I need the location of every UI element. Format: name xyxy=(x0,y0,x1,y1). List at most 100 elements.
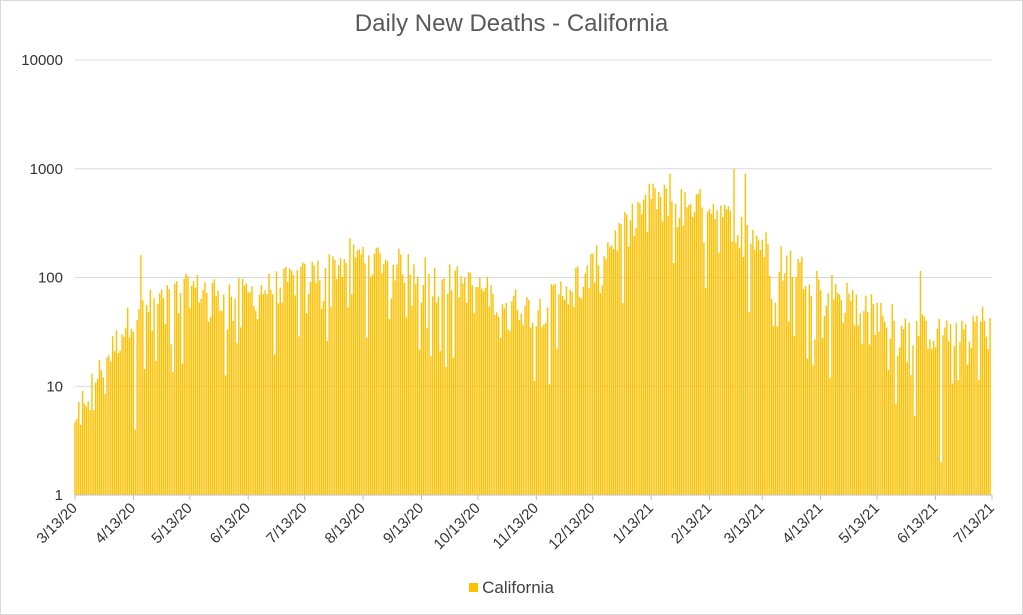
bar xyxy=(633,235,635,495)
bar xyxy=(934,347,937,495)
bar xyxy=(93,410,95,495)
bar xyxy=(627,246,630,495)
x-tick-label: 11/13/20 xyxy=(490,500,543,553)
bar xyxy=(432,296,434,495)
bar xyxy=(290,270,293,495)
bar xyxy=(505,302,507,495)
bar xyxy=(763,257,765,495)
bar xyxy=(949,324,952,495)
bar xyxy=(513,295,515,495)
bar xyxy=(529,327,532,495)
bar xyxy=(177,313,180,495)
legend: California xyxy=(0,578,1023,598)
bar xyxy=(471,285,473,495)
bar xyxy=(953,346,956,495)
bar xyxy=(226,329,229,495)
bar xyxy=(891,303,893,495)
bar xyxy=(507,329,509,495)
bar xyxy=(853,325,856,495)
bar xyxy=(904,318,907,495)
bar xyxy=(386,261,389,495)
bar xyxy=(384,259,387,495)
bar xyxy=(844,312,846,495)
bar xyxy=(673,263,675,495)
bar xyxy=(808,284,811,495)
bar xyxy=(548,384,551,495)
bar xyxy=(599,292,602,495)
bar xyxy=(285,266,287,495)
bar xyxy=(861,343,863,495)
bar xyxy=(558,294,560,495)
bar xyxy=(691,217,694,495)
bar xyxy=(799,262,801,495)
bar xyxy=(556,348,558,495)
bar xyxy=(594,282,596,495)
bar xyxy=(870,294,873,495)
bar xyxy=(906,362,908,495)
bar xyxy=(364,263,366,495)
bar xyxy=(938,318,940,495)
bar xyxy=(168,289,170,495)
bar xyxy=(492,293,494,495)
bar xyxy=(136,319,138,495)
bar xyxy=(865,295,867,495)
bar xyxy=(601,285,603,495)
bar xyxy=(620,224,622,495)
bar xyxy=(801,256,803,495)
bar xyxy=(667,215,669,495)
legend-label: California xyxy=(482,578,554,597)
bar xyxy=(708,208,711,495)
bar xyxy=(198,302,200,495)
bar xyxy=(145,304,148,495)
bar xyxy=(209,316,212,495)
bar xyxy=(377,247,379,495)
bar xyxy=(270,289,272,495)
bar xyxy=(577,266,579,495)
bar xyxy=(631,203,634,495)
bar xyxy=(147,312,150,495)
bar xyxy=(658,191,660,495)
x-tick-label: 2/13/21 xyxy=(668,500,715,547)
bar xyxy=(281,302,283,495)
bar xyxy=(981,306,984,495)
bar xyxy=(392,264,394,495)
bar xyxy=(266,294,268,495)
bar xyxy=(742,256,745,495)
bar xyxy=(697,193,699,495)
bar xyxy=(140,255,142,495)
bar xyxy=(187,276,189,495)
bar xyxy=(292,274,295,495)
bar xyxy=(526,297,528,495)
bar xyxy=(665,188,667,496)
bar xyxy=(369,276,372,495)
x-tick-label: 1/13/21 xyxy=(610,500,657,547)
bar xyxy=(955,322,957,495)
bar xyxy=(821,337,824,495)
bar xyxy=(497,316,500,495)
bar xyxy=(334,259,336,495)
y-tick-label: 10000 xyxy=(21,52,63,69)
bar xyxy=(561,295,564,495)
bar xyxy=(422,285,425,495)
bar xyxy=(793,336,795,495)
bar xyxy=(494,314,496,495)
bar xyxy=(464,277,466,495)
bar xyxy=(925,320,927,495)
bar xyxy=(880,302,882,495)
bar xyxy=(339,258,342,495)
bar xyxy=(157,303,159,495)
bar xyxy=(855,294,858,495)
bar xyxy=(605,259,607,495)
bar xyxy=(189,307,191,495)
bar xyxy=(296,270,298,495)
bar xyxy=(902,329,905,495)
bar xyxy=(652,183,654,495)
bar xyxy=(428,274,430,495)
bar xyxy=(170,344,172,495)
bar xyxy=(678,217,681,495)
bar xyxy=(610,245,613,495)
bar xyxy=(917,336,920,495)
bar xyxy=(219,310,221,495)
bar xyxy=(503,308,506,495)
bar xyxy=(320,308,323,495)
